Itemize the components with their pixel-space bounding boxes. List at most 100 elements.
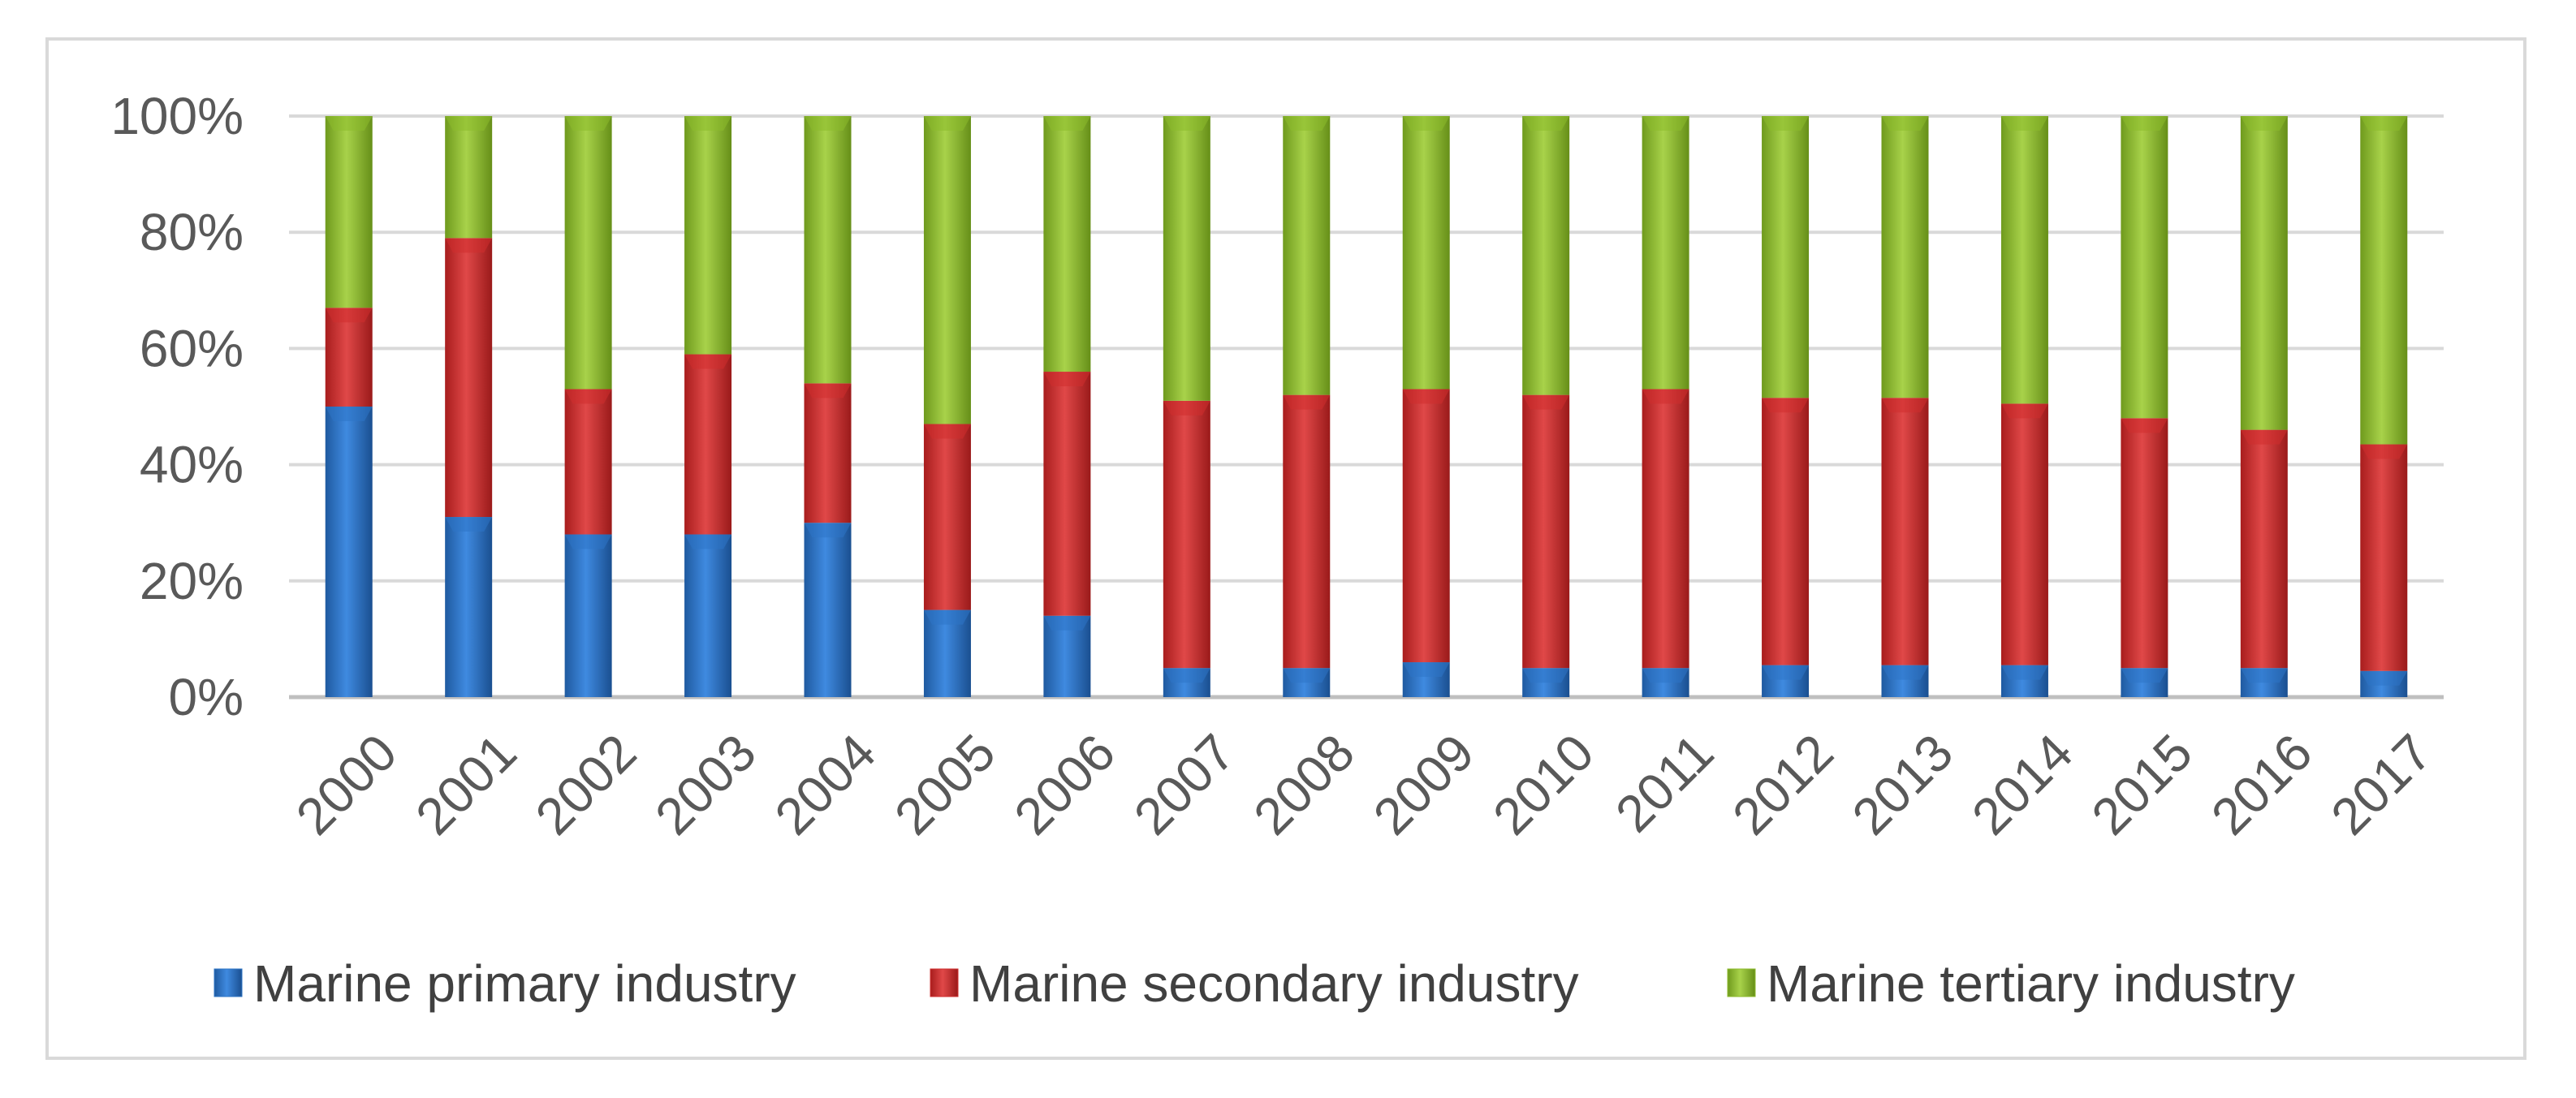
- bar-segment-marine-secondary-industry-2004: [804, 383, 852, 523]
- bar-segment-cap: [684, 354, 732, 369]
- bar-segment-marine-primary-industry-2001: [445, 517, 493, 697]
- bar-segment-marine-tertiary-industry-2003: [684, 116, 732, 355]
- x-tick-label: 2012: [1721, 723, 1845, 846]
- x-tick-label: 2000: [285, 723, 408, 846]
- bar-segment-marine-tertiary-industry-2009: [1402, 116, 1450, 390]
- bar-segment-marine-tertiary-industry-2012: [1762, 116, 1810, 398]
- bar-segment-cap: [325, 116, 373, 131]
- bar-segment-marine-primary-industry-2003: [684, 534, 732, 697]
- x-tick-label: 2003: [644, 723, 767, 846]
- bar-segment-cap: [804, 116, 852, 131]
- bar-segment-cap: [2121, 668, 2168, 683]
- legend-swatch: [930, 968, 959, 997]
- bar-segment-marine-primary-industry-2000: [325, 407, 373, 697]
- legend-label: Marine secondary industry: [969, 954, 1579, 1013]
- bar-segment-cap: [2360, 444, 2408, 459]
- bar-segment-marine-secondary-industry-2002: [564, 389, 612, 535]
- bar-segment-marine-tertiary-industry-2010: [1522, 116, 1570, 395]
- bar-segment-cap: [2240, 116, 2288, 131]
- x-tick-label: 2001: [404, 723, 528, 846]
- y-tick-label: 80%: [140, 203, 244, 261]
- bar-segment-marine-tertiary-industry-2014: [2000, 116, 2048, 404]
- bar-segment-marine-secondary-industry-2001: [445, 238, 493, 518]
- bar-segment-cap: [2000, 665, 2048, 680]
- bar-segment-cap: [1642, 389, 1689, 404]
- x-tick-label: 2002: [524, 723, 648, 846]
- bar-segment-marine-tertiary-industry-2005: [923, 116, 971, 424]
- gridlines: [289, 114, 2444, 700]
- bar-segment-cap: [684, 534, 732, 549]
- bar-segment-cap: [1881, 398, 1929, 413]
- bar-segment-cap: [1522, 116, 1570, 131]
- bar-segment-cap: [1642, 116, 1689, 131]
- x-tick-label: 2015: [2081, 723, 2204, 846]
- bar-segment-cap: [1881, 116, 1929, 131]
- bar-segment-cap: [2000, 116, 2048, 131]
- bar-segment-cap: [1043, 116, 1091, 131]
- bar-segment-marine-primary-industry-2002: [564, 534, 612, 697]
- y-tick-label: 0%: [169, 668, 244, 726]
- bar-segment-marine-tertiary-industry-2000: [325, 116, 373, 308]
- bar-segment-cap: [1163, 668, 1210, 683]
- bar-segment-marine-tertiary-industry-2006: [1043, 116, 1091, 372]
- bar-segment-cap: [1043, 615, 1091, 631]
- bar-segment-cap: [325, 308, 373, 323]
- bar-segment-cap: [2240, 668, 2288, 683]
- bar-segment-marine-secondary-industry-2005: [923, 424, 971, 610]
- legend-label: Marine primary industry: [253, 954, 796, 1013]
- bar-segment-cap: [1402, 662, 1450, 678]
- bar-segment-cap: [2000, 403, 2048, 419]
- bars: [325, 116, 2408, 697]
- bar-segment-marine-tertiary-industry-2004: [804, 116, 852, 384]
- legend-swatch: [1727, 968, 1756, 997]
- bar-segment-cap: [1163, 400, 1210, 416]
- bar-segment-marine-primary-industry-2004: [804, 523, 852, 697]
- bar-segment-marine-secondary-industry-2017: [2360, 444, 2408, 671]
- y-tick-label: 100%: [110, 87, 244, 145]
- bar-segment-marine-tertiary-industry-2002: [564, 116, 612, 390]
- bar-segment-cap: [804, 523, 852, 538]
- bar-segment-cap: [1762, 398, 1810, 413]
- y-tick-label: 60%: [140, 319, 244, 377]
- bar-segment-cap: [445, 238, 493, 253]
- legend: Marine primary industry Marine secondary …: [214, 954, 2295, 1013]
- bar-segment-marine-secondary-industry-2010: [1522, 394, 1570, 669]
- bar-segment-marine-secondary-industry-2000: [325, 308, 373, 407]
- bar-segment-marine-tertiary-industry-2007: [1163, 116, 1210, 401]
- x-tick-label: 2016: [2200, 723, 2324, 846]
- bar-segment-marine-tertiary-industry-2013: [1881, 116, 1929, 398]
- bar-segment-cap: [1881, 665, 1929, 680]
- bar-segment-cap: [2360, 670, 2408, 686]
- bar-segment-cap: [2121, 418, 2168, 433]
- bar-segment-cap: [923, 424, 971, 439]
- x-tick-label: 2008: [1242, 723, 1366, 846]
- bar-segment-cap: [1762, 116, 1810, 131]
- y-axis: 0% 20% 40% 60% 80% 100%: [110, 87, 244, 726]
- bar-segment-marine-secondary-industry-2014: [2000, 403, 2048, 665]
- bar-segment-marine-tertiary-industry-2016: [2240, 116, 2288, 430]
- bar-segment-cap: [1402, 116, 1450, 131]
- bar-segment-cap: [1283, 394, 1331, 410]
- x-tick-label: 2010: [1482, 723, 1605, 846]
- x-tick-label: 2007: [1123, 723, 1246, 846]
- x-tick-label: 2013: [1841, 723, 1965, 846]
- bar-segment-cap: [564, 534, 612, 549]
- bar-segment-cap: [445, 116, 493, 131]
- y-tick-label: 40%: [140, 436, 244, 494]
- x-tick-label: 2011: [1604, 723, 1724, 843]
- bar-segment-cap: [804, 383, 852, 398]
- legend-swatch: [214, 968, 243, 997]
- bar-segment-marine-tertiary-industry-2017: [2360, 116, 2408, 445]
- bar-segment-marine-tertiary-industry-2011: [1642, 116, 1689, 390]
- bar-segment-cap: [1642, 668, 1689, 683]
- bar-segment-marine-secondary-industry-2015: [2121, 418, 2168, 669]
- bar-segment-cap: [2121, 116, 2168, 131]
- bar-segment-marine-secondary-industry-2003: [684, 354, 732, 535]
- x-tick-label: 2014: [1961, 723, 2084, 846]
- bar-segment-marine-secondary-industry-2016: [2240, 429, 2288, 669]
- bar-segment-cap: [1283, 116, 1331, 131]
- bar-segment-marine-secondary-industry-2009: [1402, 389, 1450, 663]
- bar-segment-marine-secondary-industry-2007: [1163, 400, 1210, 669]
- bar-segment-marine-secondary-industry-2006: [1043, 372, 1091, 616]
